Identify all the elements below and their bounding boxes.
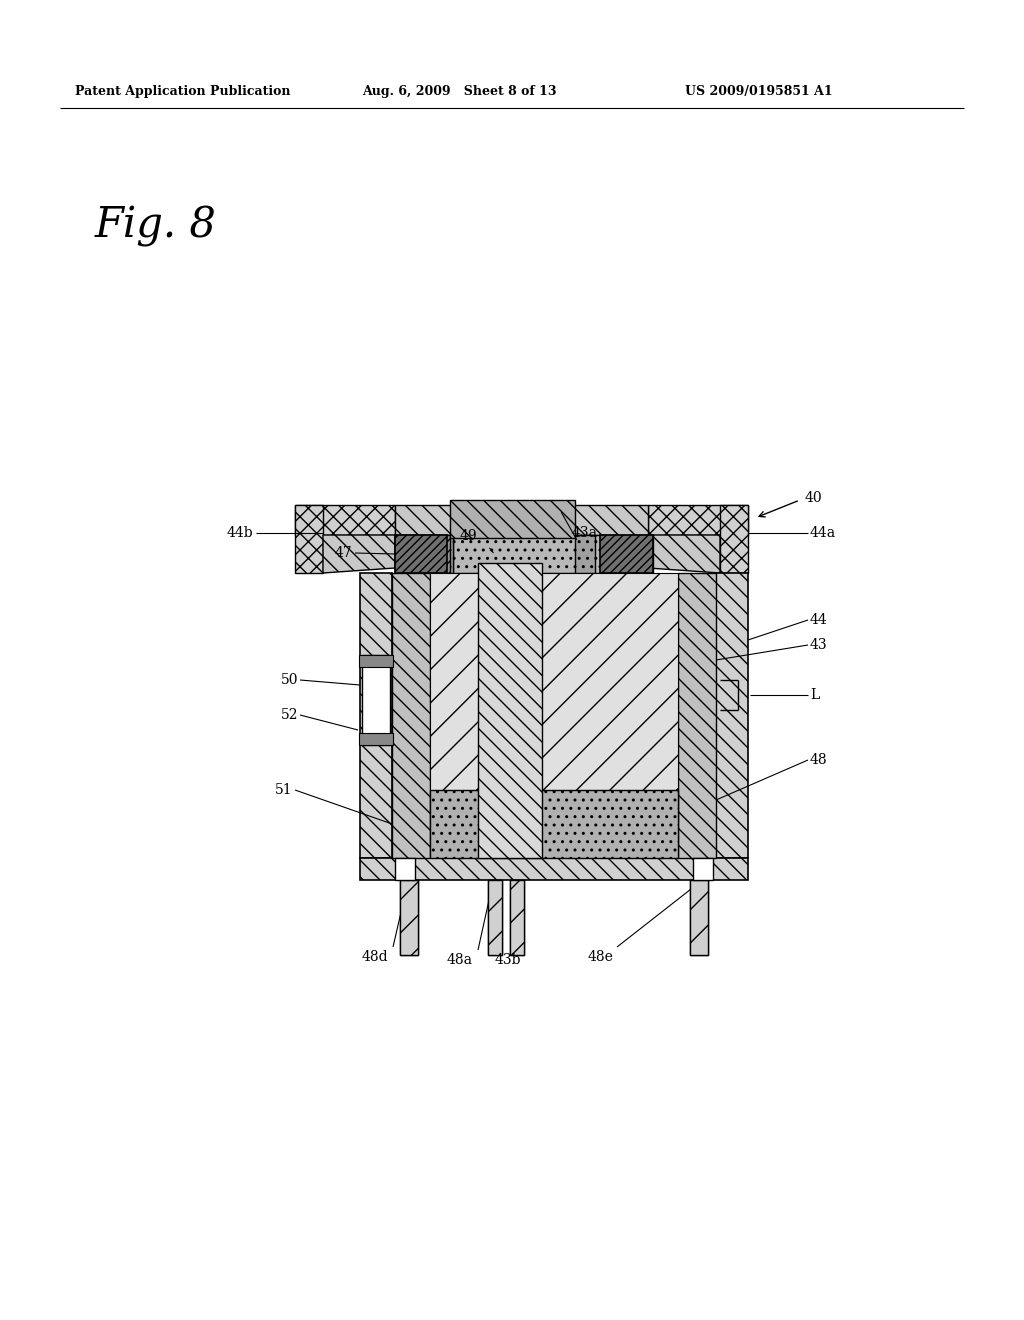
Text: 43b: 43b (495, 953, 521, 968)
Text: 44b: 44b (226, 525, 253, 540)
Text: 47: 47 (334, 546, 352, 560)
Bar (395, 535, 453, 573)
Bar (488, 880, 502, 954)
Bar (450, 500, 575, 539)
Text: Patent Application Publication: Patent Application Publication (75, 86, 291, 99)
Bar (478, 564, 542, 858)
Bar (295, 506, 395, 535)
Bar (295, 506, 323, 573)
Text: 40: 40 (805, 491, 822, 506)
Bar (450, 535, 453, 573)
Text: 43a: 43a (572, 525, 598, 540)
Bar (400, 880, 418, 954)
Text: 43: 43 (810, 638, 827, 652)
Bar (392, 573, 430, 858)
Bar (395, 535, 653, 573)
Bar (678, 573, 716, 858)
Bar (430, 789, 678, 858)
Bar (360, 573, 392, 858)
Bar (510, 880, 524, 954)
Text: 48e: 48e (587, 950, 613, 964)
Bar (648, 506, 748, 535)
Text: Aug. 6, 2009   Sheet 8 of 13: Aug. 6, 2009 Sheet 8 of 13 (362, 86, 556, 99)
Bar (359, 655, 393, 667)
Bar (359, 733, 393, 744)
Bar (395, 858, 415, 880)
Bar (362, 655, 390, 744)
Bar (575, 535, 595, 573)
Text: 52: 52 (281, 708, 298, 722)
Text: L: L (810, 688, 819, 702)
Bar (600, 535, 653, 573)
Polygon shape (323, 535, 395, 573)
Bar (690, 880, 708, 954)
Text: 51: 51 (274, 783, 292, 797)
Bar (395, 535, 447, 573)
Bar (360, 858, 748, 880)
Text: 44a: 44a (810, 525, 837, 540)
Bar (716, 573, 748, 858)
Text: 49: 49 (459, 529, 477, 543)
Text: Fig. 8: Fig. 8 (95, 205, 217, 247)
Bar (690, 880, 708, 954)
Text: US 2009/0195851 A1: US 2009/0195851 A1 (685, 86, 833, 99)
Polygon shape (648, 535, 720, 573)
Text: 44: 44 (810, 612, 827, 627)
Bar (693, 858, 713, 880)
Bar (430, 573, 678, 814)
Text: 48d: 48d (361, 950, 388, 964)
Text: 48: 48 (810, 752, 827, 767)
Bar (400, 880, 418, 954)
Text: 50: 50 (281, 673, 298, 686)
Bar (488, 880, 502, 954)
Bar (720, 506, 748, 573)
Bar (510, 880, 524, 954)
Bar (395, 506, 648, 535)
Text: 48a: 48a (447, 953, 473, 968)
